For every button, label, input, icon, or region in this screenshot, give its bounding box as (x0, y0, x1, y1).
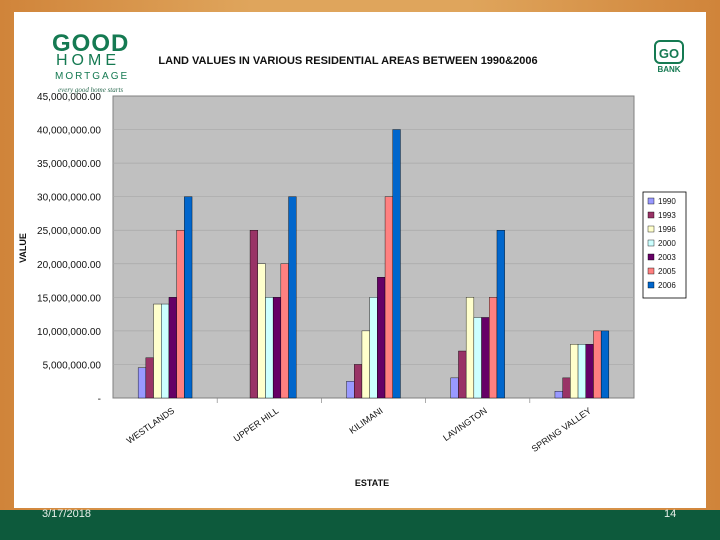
bar-1996 (465, 297, 475, 399)
footer-date: 3/17/2018 (42, 508, 91, 520)
bar-1996 (570, 344, 579, 399)
bar-2003 (377, 277, 386, 399)
legend-label-2006: 2006 (658, 281, 676, 290)
x-category-label: KILIMANI (347, 405, 384, 435)
bar-2005 (280, 263, 289, 399)
bar-2000 (577, 344, 586, 399)
y-tick-label: - (98, 394, 101, 405)
logo-tagline: every good home starts (58, 86, 124, 94)
bar-1990 (346, 381, 355, 399)
bar-2006 (496, 230, 505, 399)
x-category-label: SPRING VALLEY (530, 405, 593, 454)
x-axis-label: ESTATE (355, 478, 389, 488)
bar-2003 (168, 297, 177, 399)
bar-2003 (272, 297, 282, 399)
y-tick-label: 45,000,000.00 (37, 92, 101, 103)
y-axis-ticks: 45,000,000.00 40,000,000.00 35,000,000.00 3… (37, 92, 101, 405)
legend-label-2003: 2003 (658, 253, 676, 262)
bar-2005 (384, 196, 393, 399)
bars (137, 129, 610, 399)
y-axis-label: VALUE (18, 233, 28, 263)
bank-badge: GO (654, 40, 684, 64)
bar-1993 (249, 230, 258, 399)
x-category-label: UPPER HILL (232, 405, 281, 443)
legend-swatch-1990 (647, 197, 655, 205)
bar-2006 (600, 330, 610, 399)
bar-2003 (585, 344, 594, 399)
bar-2005 (176, 230, 185, 399)
bar-2006 (288, 196, 297, 399)
legend-label-1993: 1993 (658, 211, 676, 220)
bar-1996 (153, 303, 162, 399)
y-tick-label: 20,000,000.00 (37, 260, 101, 271)
legend-swatch-1996 (647, 225, 655, 233)
bar-2000 (161, 303, 170, 399)
bar-2000 (369, 297, 378, 399)
good-home-logo-mortgage: MORTGAGE (55, 71, 130, 82)
bar-1993 (145, 357, 154, 399)
x-axis-categories: WESTLANDS UPPER HILL KILIMANI LAVINGTON SPRI… (125, 398, 593, 454)
x-category-label: WESTLANDS (125, 405, 177, 445)
bar-2000 (265, 297, 274, 399)
bar-2006 (184, 196, 193, 399)
footer-page-number: 14 (664, 508, 677, 520)
x-category-label: LAVINGTON (441, 405, 489, 443)
legend-swatch-2000 (647, 239, 655, 247)
bar-1993 (354, 364, 363, 399)
bar-1996 (257, 263, 266, 399)
legend-label-2000: 2000 (658, 239, 676, 248)
legend: 1990 1993 1996 2000 2003 2005 2006 (647, 197, 676, 290)
bar-1996 (361, 330, 370, 399)
legend-label-1996: 1996 (658, 225, 676, 234)
y-tick-label: 15,000,000.00 (37, 293, 101, 304)
legend-swatch-2005 (647, 267, 655, 275)
y-tick-label: 10,000,000.00 (37, 327, 101, 338)
bank-logo: GO BANK (654, 40, 686, 80)
legend-label-1990: 1990 (658, 197, 676, 206)
y-tick-label: 30,000,000.00 (37, 193, 101, 204)
legend-label-2005: 2005 (658, 267, 676, 276)
legend-swatch-2006 (647, 281, 655, 289)
bar-1990 (137, 367, 147, 399)
bar-1993 (562, 377, 571, 399)
good-home-logo-home: HOME (56, 52, 120, 69)
bar-2006 (392, 129, 401, 399)
y-tick-label: 25,000,000.00 (37, 226, 101, 237)
chart-title: LAND VALUES IN VARIOUS RESIDENTIAL AREAS… (158, 55, 537, 67)
y-tick-label: 5,000,000.00 (43, 360, 102, 371)
legend-swatch-1993 (647, 211, 655, 219)
y-tick-label: 35,000,000.00 (37, 159, 101, 170)
bar-2000 (473, 317, 482, 399)
bank-text: BANK (657, 65, 681, 74)
good-home-logo-good: GOOD (52, 30, 130, 57)
legend-swatch-2003 (647, 253, 655, 261)
bar-2005 (489, 297, 498, 399)
bar-1990 (450, 377, 459, 399)
bar-1993 (458, 350, 467, 399)
bar-2005 (593, 330, 602, 399)
y-tick-label: 40,000,000.00 (37, 126, 101, 137)
bar-1990 (554, 391, 563, 399)
bar-2003 (481, 317, 490, 399)
